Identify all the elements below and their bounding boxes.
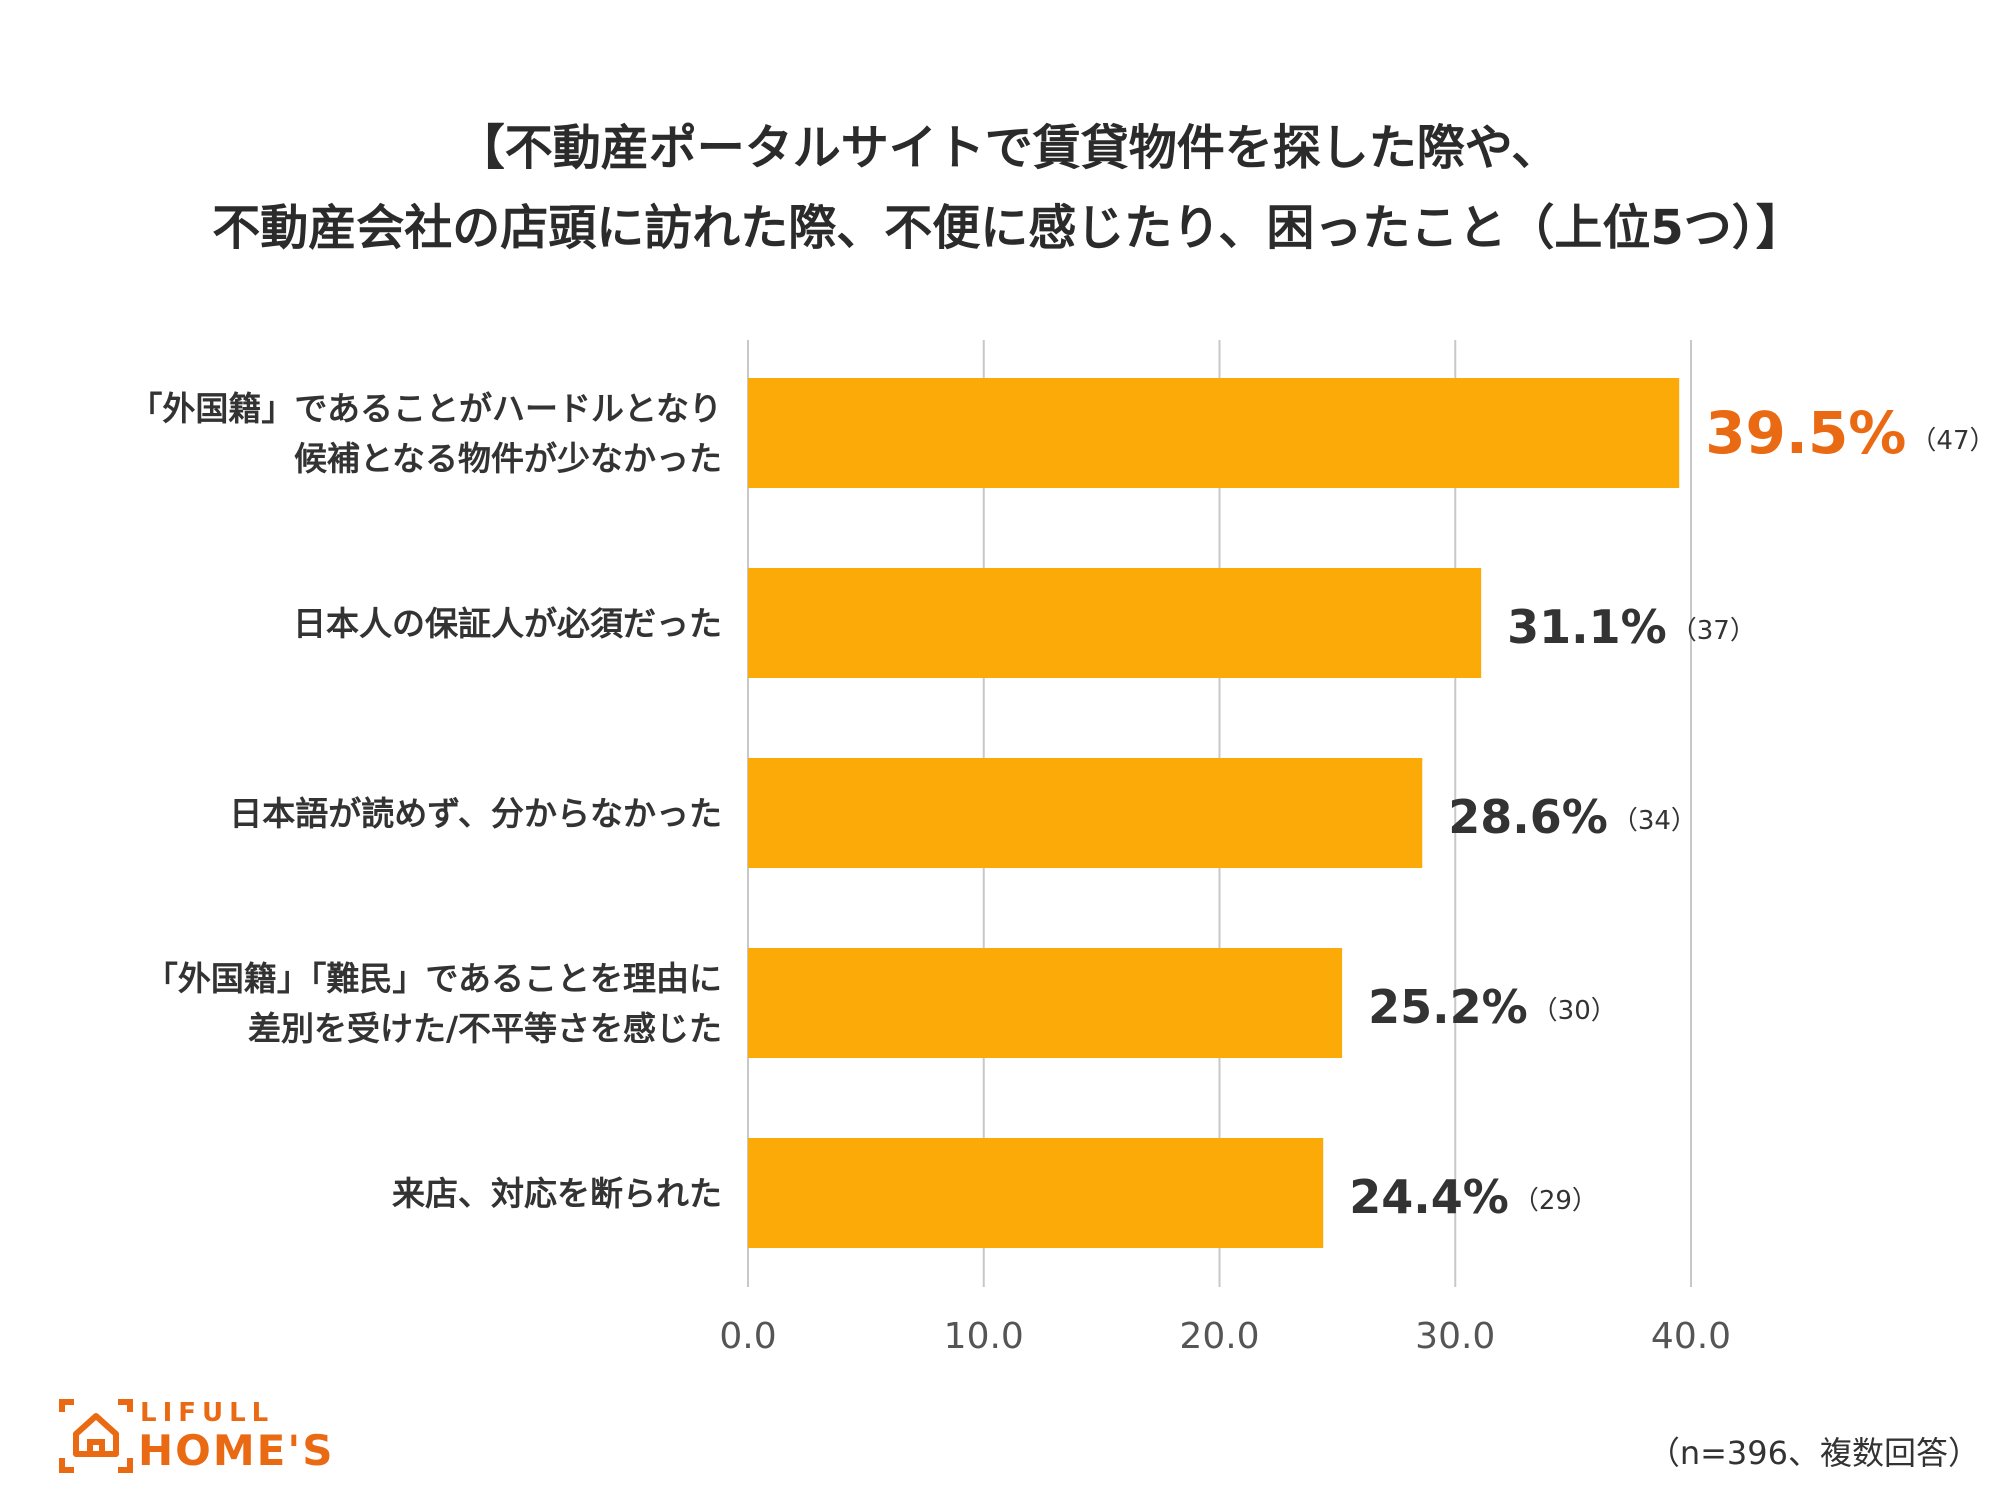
lifull-homes-logo: LIFULL HOME'S [56,1396,346,1476]
logo-lifull-text: LIFULL [140,1398,275,1428]
category-label: 「外国籍」「難民」であることを理由に [145,959,722,998]
category-label: 日本語が読めず、分からなかった [229,794,722,833]
value-label: 31.1% [1507,600,1667,654]
logo-homes-text: HOME'S [138,1426,335,1475]
count-label: （34） [1612,806,1697,836]
category-label: 日本人の保証人が必須だった [293,604,722,643]
value-label: 39.5% [1705,399,1906,467]
count-label: （29） [1513,1186,1598,1216]
value-label: 24.4% [1349,1170,1509,1224]
x-tick-label: 0.0 [719,1316,776,1357]
bar-layer [748,378,1680,1248]
x-tick-label: 30.0 [1415,1316,1495,1357]
bar-1 [748,378,1680,488]
house-icon [59,1399,133,1473]
bar-4 [748,948,1343,1058]
category-label: 差別を受けた/不平等さを感じた [248,1009,722,1048]
category-label: 候補となる物件が少なかった [294,439,722,478]
chart-title: 【不動産ポータルサイトで賃貸物件を探した際や、 不動産会社の店頭に訪れた際、不便… [0,108,2016,268]
x-tick-label: 20.0 [1179,1316,1259,1357]
chart-title-line-1: 【不動産ポータルサイトで賃貸物件を探した際や、 [456,120,1560,176]
category-label: 来店、対応を断られた [392,1174,722,1213]
value-label: 28.6% [1448,790,1608,844]
bar-5 [748,1138,1324,1248]
label-layer: 0.0 10.0 20.0 30.0 40.0 「外国籍」であることがハードルとなり候補と… [129,389,1995,1357]
bar-3 [748,758,1423,868]
x-tick-label: 10.0 [944,1316,1024,1357]
bar-2 [748,568,1482,678]
count-label: （37） [1671,616,1756,646]
count-label: （47） [1910,426,1995,456]
category-label: 「外国籍」であることがハードルとなり [129,389,722,428]
chart-title-line-2: 不動産会社の店頭に訪れた際、不便に感じたり、困ったこと（上位5つ）】 [212,200,1804,256]
count-label: （30） [1532,996,1617,1026]
value-label: 25.2% [1368,980,1528,1034]
x-tick-label: 40.0 [1651,1316,1731,1357]
sample-note: （n=396、複数回答） [1647,1434,1980,1472]
